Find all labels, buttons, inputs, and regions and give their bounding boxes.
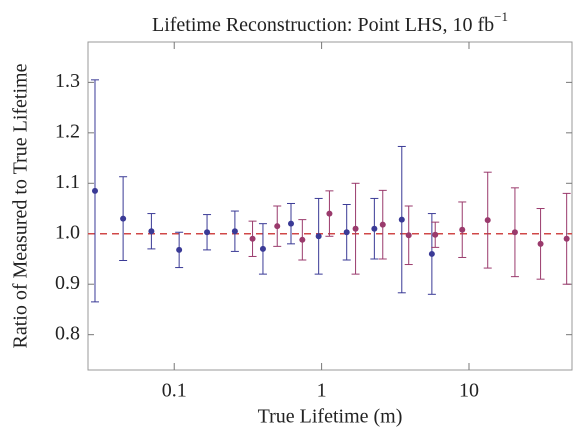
y-tick-label: 1.0 — [55, 221, 80, 243]
point — [398, 216, 405, 223]
point — [176, 246, 183, 253]
point — [511, 229, 518, 236]
point — [405, 232, 412, 239]
title-superscript: −1 — [494, 9, 508, 24]
chart-title: Lifetime Reconstruction: Point LHS, 10 f… — [152, 9, 508, 36]
point — [432, 231, 439, 238]
point — [459, 226, 466, 233]
title-text: Lifetime Reconstruction: Point LHS, 10 f… — [152, 14, 494, 36]
y-tick-label: 0.8 — [55, 322, 80, 344]
point — [120, 215, 127, 222]
point — [379, 221, 386, 228]
point — [259, 245, 266, 252]
x-axis-label: True Lifetime (m) — [258, 406, 403, 428]
x-tick-label: 1 — [317, 380, 327, 402]
x-tick-label: 10 — [459, 380, 479, 402]
point — [428, 250, 435, 257]
point — [343, 229, 350, 236]
plot-frame — [87, 41, 573, 371]
y-axis-label: Ratio of Measured to True Lifetime — [10, 63, 32, 348]
point — [249, 235, 256, 242]
point — [274, 223, 281, 230]
point — [148, 228, 155, 235]
point — [231, 228, 238, 235]
point — [315, 233, 322, 240]
y-tick-label: 1.1 — [55, 171, 80, 193]
point — [204, 229, 211, 236]
point — [537, 240, 544, 247]
point — [563, 235, 570, 242]
y-tick-label: 0.9 — [55, 272, 80, 294]
point — [326, 210, 333, 217]
y-tick-label: 1.2 — [55, 120, 80, 142]
point — [91, 187, 98, 194]
point — [299, 236, 306, 243]
point — [484, 217, 491, 224]
point — [371, 225, 378, 232]
point — [352, 225, 359, 232]
x-tick-label: 0.1 — [162, 380, 187, 402]
point — [288, 220, 295, 227]
y-tick-label: 1.3 — [55, 70, 80, 92]
